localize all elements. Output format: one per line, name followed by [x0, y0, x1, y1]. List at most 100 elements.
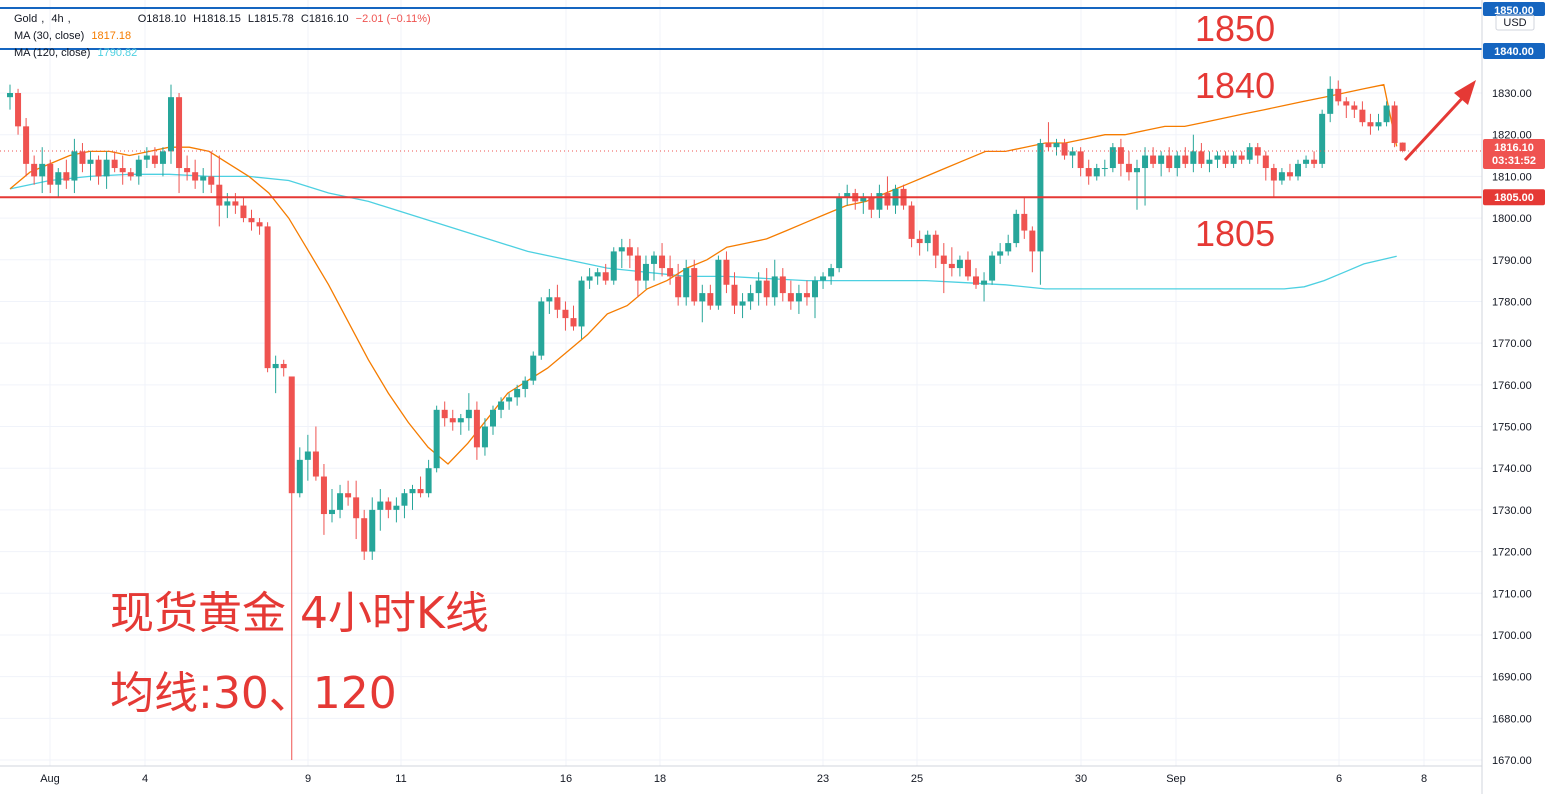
candle-body	[1359, 109, 1366, 123]
badge-1840-text: 1840.00	[1494, 46, 1534, 58]
x-tick-label: 25	[911, 773, 923, 785]
y-tick-label: 1760.00	[1492, 380, 1532, 392]
candle-body	[1134, 168, 1140, 173]
candle-body	[989, 255, 996, 281]
candle-body	[119, 168, 126, 173]
candle-body	[1069, 151, 1076, 156]
y-tick-label: 1740.00	[1492, 463, 1532, 475]
candle-body	[1206, 159, 1213, 164]
candle-body	[272, 363, 279, 369]
y-tick-label: 1820.00	[1492, 130, 1532, 142]
candle-body	[1238, 155, 1245, 160]
x-tick-label: 11	[395, 773, 406, 785]
candle-body	[1101, 168, 1108, 170]
legend-ma30-row[interactable]: MA (30, close) 1817.18	[14, 30, 135, 42]
candle-body	[224, 201, 231, 206]
level-lines	[0, 7, 1482, 199]
badge-current-text: 1816.10	[1494, 142, 1534, 154]
candle-body	[546, 297, 553, 302]
x-tick-label: Sep	[1166, 773, 1186, 785]
interval-label: 4h	[51, 13, 64, 25]
candle-body	[385, 501, 392, 510]
ma30-label: MA (30, close)	[14, 30, 85, 42]
ma30-line	[9, 83, 1398, 465]
trend-arrow-icon	[1403, 80, 1476, 162]
candle-body	[1246, 147, 1253, 160]
candle-body	[1335, 88, 1342, 102]
candle-body	[1174, 155, 1181, 169]
ma120-label: MA (120, close)	[14, 47, 91, 59]
candle-body	[755, 280, 762, 294]
price-scale-background	[1482, 0, 1557, 794]
badge-1840	[1483, 43, 1545, 59]
candle-body	[868, 197, 875, 210]
candle-body	[1262, 155, 1269, 169]
y-tick-label: 1700.00	[1492, 630, 1532, 642]
ma120-path	[9, 173, 1397, 290]
candle-body	[602, 272, 609, 281]
candle-body	[803, 293, 810, 298]
candle-body	[1367, 122, 1374, 127]
candle-body	[1311, 159, 1318, 164]
candle-body	[457, 418, 464, 423]
candle-body	[578, 280, 585, 327]
candle-body	[1109, 147, 1116, 169]
candle-body	[55, 172, 62, 185]
candle-body	[763, 280, 770, 298]
badge-1805-text: 1805.00	[1494, 192, 1534, 204]
legend-ma120-row[interactable]: MA (120, close) 1790.82	[14, 47, 141, 59]
candle-body	[884, 193, 891, 206]
candle-body	[168, 97, 174, 152]
level-1850-label: 1850	[1195, 8, 1275, 49]
candle-body	[1343, 101, 1350, 106]
y-tick-label: 1800.00	[1492, 213, 1532, 225]
candle-body	[1182, 155, 1189, 164]
currency-label: USD	[1503, 17, 1526, 29]
candle-body	[7, 93, 13, 98]
candle-body	[562, 309, 569, 319]
y-tick-label: 1750.00	[1492, 422, 1532, 434]
candle-body	[1053, 143, 1060, 148]
y-tick-label: 1780.00	[1492, 296, 1532, 308]
x-tick-label: 16	[560, 773, 572, 785]
high-value: H1818.15	[193, 13, 241, 25]
ma30-path	[9, 83, 1398, 465]
candle-body	[723, 259, 730, 285]
chart-grid	[0, 0, 1482, 766]
candle-body	[1190, 151, 1197, 164]
y-tick-label: 1710.00	[1492, 588, 1532, 600]
x-tick-label: 9	[305, 773, 311, 785]
candle-body	[820, 276, 827, 281]
candle-body	[836, 197, 843, 269]
candle-body	[642, 263, 649, 281]
candle-body	[1375, 122, 1382, 127]
candle-body	[433, 409, 440, 469]
candle-body	[981, 280, 988, 285]
ma120-value: 1790.82	[97, 47, 138, 59]
candle-body	[441, 409, 448, 419]
candle-body	[1021, 213, 1028, 231]
y-tick-label: 1730.00	[1492, 505, 1532, 517]
y-tick-label: 1770.00	[1492, 338, 1532, 350]
candle-body	[691, 268, 698, 302]
x-tick-label: 18	[654, 773, 666, 785]
symbol-name: Gold	[14, 13, 38, 25]
candle-body	[184, 168, 191, 173]
candle-body	[1198, 151, 1205, 164]
candle-body	[1319, 113, 1326, 164]
x-tick-label: 30	[1075, 773, 1087, 785]
x-tick-label: 23	[817, 773, 829, 785]
candle-body	[530, 355, 537, 381]
candle-body	[715, 259, 722, 306]
x-tick-label: 8	[1421, 773, 1427, 785]
level-1805-label: 1805	[1195, 213, 1275, 254]
candle-body	[1045, 143, 1052, 148]
y-tick-label: 1830.00	[1492, 88, 1532, 100]
candle-body	[1303, 159, 1310, 164]
candle-body	[1214, 155, 1221, 160]
candle-body	[683, 268, 690, 298]
badge-1850-text: 1850.00	[1494, 5, 1534, 17]
candle-body	[860, 197, 867, 202]
candle-body	[795, 293, 802, 302]
